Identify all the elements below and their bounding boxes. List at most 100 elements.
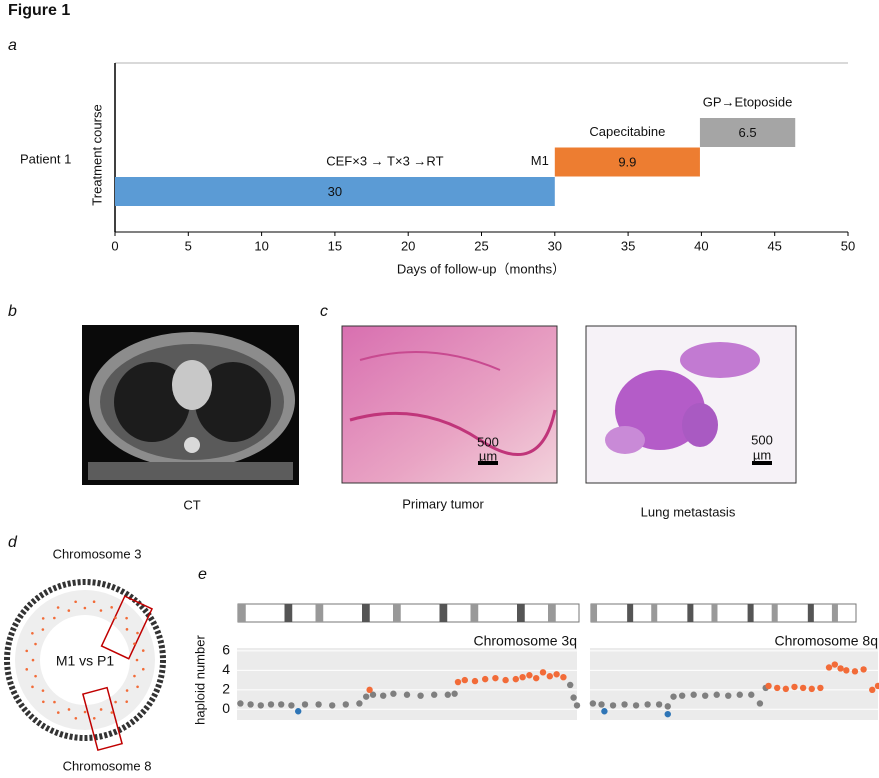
data-point bbox=[609, 702, 617, 709]
scale-unit: µm bbox=[479, 448, 497, 463]
data-point bbox=[655, 701, 663, 708]
data-point bbox=[748, 691, 755, 698]
ideogram-band bbox=[807, 604, 814, 622]
data-point bbox=[791, 683, 798, 691]
circos-dot bbox=[41, 628, 45, 631]
data-point bbox=[451, 690, 458, 697]
ideogram-band bbox=[362, 604, 370, 622]
panel-letter: b bbox=[8, 303, 17, 320]
bar-name: Capecitabine bbox=[589, 124, 665, 139]
circos-dot bbox=[125, 700, 129, 704]
data-point bbox=[454, 678, 462, 686]
data-point bbox=[444, 691, 451, 698]
circos-dot bbox=[42, 700, 45, 704]
data-point bbox=[482, 675, 489, 683]
ct-image bbox=[82, 325, 299, 485]
circos-dot bbox=[125, 628, 129, 631]
circos-dot bbox=[67, 609, 71, 612]
ideogram-band bbox=[831, 604, 838, 622]
data-point bbox=[831, 661, 838, 668]
circos-dot bbox=[141, 667, 145, 671]
circos-dot bbox=[31, 658, 35, 662]
data-point bbox=[799, 684, 807, 692]
data-point bbox=[369, 691, 377, 698]
data-point bbox=[598, 701, 605, 708]
scale-value: 500 bbox=[477, 434, 499, 449]
ideogram-band bbox=[548, 604, 556, 622]
bar-name: GP→Etoposide bbox=[703, 94, 793, 109]
y-tick-label: 6 bbox=[222, 642, 230, 658]
data-point bbox=[664, 710, 671, 718]
chart-title: Chromosome 3q bbox=[474, 633, 578, 649]
circos-dot bbox=[56, 711, 60, 714]
data-point bbox=[690, 691, 697, 698]
data-point bbox=[471, 677, 479, 685]
data-point bbox=[519, 673, 526, 681]
x-tick-label: 20 bbox=[401, 238, 415, 253]
circos-dot bbox=[67, 708, 71, 711]
circos-center: M1 vs P1 bbox=[56, 653, 115, 669]
x-axis-label: Days of follow-up（months） bbox=[397, 261, 565, 276]
data-point bbox=[713, 691, 720, 698]
y-axis-label: haploid number bbox=[192, 635, 207, 725]
data-point bbox=[315, 701, 322, 708]
circos-dot bbox=[110, 606, 113, 609]
ideogram-band bbox=[315, 604, 324, 622]
circos-dot bbox=[125, 689, 129, 692]
data-point bbox=[553, 671, 560, 678]
x-tick-label: 0 bbox=[111, 238, 118, 253]
bar bbox=[115, 177, 555, 206]
circos-dot bbox=[141, 649, 145, 652]
x-tick-label: 50 bbox=[841, 238, 855, 253]
data-point bbox=[257, 702, 264, 709]
circos-dot bbox=[31, 685, 34, 689]
data-point bbox=[403, 691, 411, 698]
data-point bbox=[670, 693, 677, 700]
circos-label: Chromosome 8 bbox=[63, 758, 152, 773]
data-point bbox=[342, 701, 349, 708]
data-point bbox=[664, 703, 671, 710]
data-point bbox=[539, 669, 547, 676]
data-point bbox=[431, 691, 438, 698]
data-point bbox=[366, 686, 373, 694]
y-tick-label: 0 bbox=[222, 700, 230, 716]
ideogram-band bbox=[284, 604, 293, 622]
x-tick-label: 35 bbox=[621, 238, 635, 253]
data-point bbox=[380, 692, 387, 699]
data-point bbox=[390, 690, 397, 697]
bar bbox=[699, 118, 796, 147]
circos-dot bbox=[41, 689, 45, 692]
data-point bbox=[725, 692, 732, 699]
ideogram-band bbox=[627, 604, 634, 622]
histology-metastasis bbox=[585, 325, 797, 484]
ideogram-band bbox=[771, 604, 778, 622]
data-point bbox=[363, 693, 370, 700]
ideogram bbox=[237, 603, 857, 623]
data-point bbox=[808, 685, 815, 693]
ideogram-band bbox=[393, 604, 401, 622]
data-point bbox=[492, 674, 499, 682]
histology-primary bbox=[341, 325, 558, 484]
bar-value: 30 bbox=[328, 184, 342, 199]
data-point bbox=[560, 673, 567, 681]
data-point bbox=[632, 702, 640, 709]
circos-dot bbox=[92, 716, 96, 720]
ideogram-band bbox=[711, 604, 718, 622]
circos-dot bbox=[74, 716, 78, 720]
circos-dot bbox=[99, 609, 103, 612]
circos-dot bbox=[135, 658, 139, 662]
y-tick-label: 2 bbox=[222, 681, 230, 697]
bar bbox=[554, 147, 700, 177]
circos-dot bbox=[125, 616, 128, 620]
figure-title: Figure 1 bbox=[8, 2, 70, 19]
ideogram-band bbox=[439, 604, 448, 622]
circos-dot bbox=[53, 700, 56, 704]
chart-title: Chromosome 8q bbox=[775, 633, 879, 649]
image-caption: CT bbox=[183, 497, 200, 512]
data-point bbox=[461, 676, 468, 684]
scale-unit: µm bbox=[753, 447, 771, 462]
data-point bbox=[247, 701, 254, 708]
data-point bbox=[825, 664, 833, 671]
circos-dot bbox=[83, 710, 87, 714]
data-point bbox=[869, 686, 876, 694]
